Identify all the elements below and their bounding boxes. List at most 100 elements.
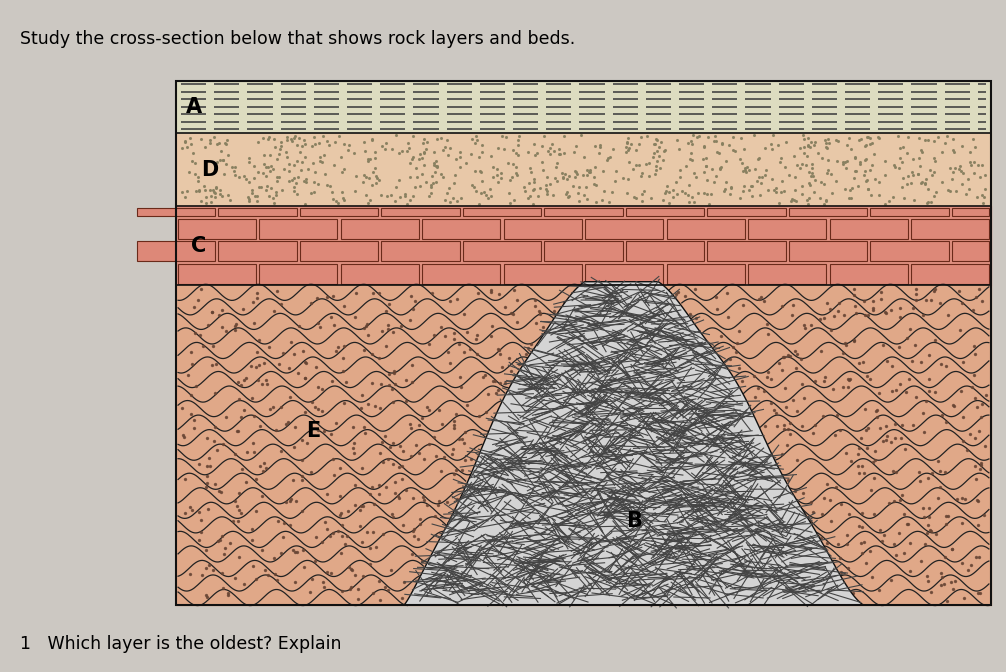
Point [788, 196, 804, 206]
Point [468, 131, 484, 142]
Point [401, 157, 417, 168]
Point [317, 516, 333, 527]
Point [404, 360, 421, 370]
Point [661, 198, 677, 208]
Point [970, 160, 986, 171]
Point [807, 175, 823, 186]
Point [312, 322, 328, 333]
Point [848, 307, 864, 318]
Bar [626, 208, 704, 216]
Point [471, 411, 487, 421]
Point [886, 495, 902, 506]
Point [321, 140, 337, 151]
Point [705, 135, 721, 146]
Point [795, 180, 811, 191]
Point [239, 192, 256, 203]
Point [206, 187, 222, 198]
Point [449, 493, 465, 504]
Point [423, 181, 439, 192]
Point [263, 166, 279, 177]
Point [186, 302, 202, 312]
Point [708, 292, 724, 302]
Bar [381, 208, 460, 216]
Point [282, 496, 298, 507]
Point [751, 294, 768, 304]
Point [243, 185, 260, 196]
Point [274, 185, 290, 196]
Point [852, 159, 868, 169]
Point [817, 134, 833, 145]
Point [564, 181, 580, 192]
Point [437, 331, 453, 341]
Point [716, 185, 732, 196]
Point [934, 568, 950, 579]
Point [646, 148, 662, 159]
Point [588, 162, 604, 173]
Point [682, 308, 698, 319]
Point [306, 177, 322, 187]
Point [356, 137, 372, 148]
Text: B: B [627, 511, 642, 531]
Point [545, 190, 561, 201]
Point [856, 537, 872, 548]
Point [442, 358, 458, 369]
Point [362, 154, 378, 165]
Point [875, 530, 891, 540]
Point [919, 576, 936, 587]
Point [686, 168, 702, 179]
Point [850, 449, 866, 460]
Point [843, 144, 859, 155]
Point [297, 373, 313, 384]
Point [392, 192, 408, 202]
Point [261, 132, 277, 142]
Point [323, 312, 339, 323]
Point [493, 173, 509, 183]
Point [526, 184, 542, 195]
Point [405, 152, 422, 163]
Point [418, 177, 435, 187]
Point [485, 171, 501, 182]
Point [193, 514, 209, 525]
Point [909, 169, 926, 179]
Point [916, 511, 933, 522]
Point [375, 456, 391, 467]
Point [634, 168, 650, 179]
Point [186, 415, 202, 425]
Point [775, 365, 791, 376]
Point [335, 353, 351, 364]
Point [950, 493, 966, 504]
Point [382, 442, 398, 452]
Point [508, 168, 524, 179]
Point [363, 135, 379, 146]
Point [748, 175, 765, 186]
Point [576, 190, 593, 201]
Point [853, 538, 869, 549]
Point [818, 141, 834, 152]
Point [776, 351, 792, 362]
Point [857, 141, 873, 152]
Point [847, 165, 863, 176]
Point [847, 153, 863, 163]
Point [927, 153, 943, 163]
Point [861, 138, 877, 149]
Point [840, 562, 856, 573]
Point [182, 569, 198, 580]
Bar [626, 241, 704, 261]
Point [347, 312, 363, 323]
Point [826, 310, 842, 321]
Point [841, 374, 857, 385]
Point [928, 187, 944, 198]
Point [314, 405, 330, 416]
Point [905, 154, 921, 165]
Point [738, 167, 754, 178]
Point [570, 187, 586, 198]
Point [272, 144, 288, 155]
Point [287, 547, 303, 558]
Point [804, 167, 820, 178]
Point [354, 536, 370, 547]
Point [966, 157, 982, 168]
Point [958, 189, 974, 200]
Point [902, 538, 918, 548]
Point [619, 136, 635, 147]
Point [962, 429, 978, 440]
